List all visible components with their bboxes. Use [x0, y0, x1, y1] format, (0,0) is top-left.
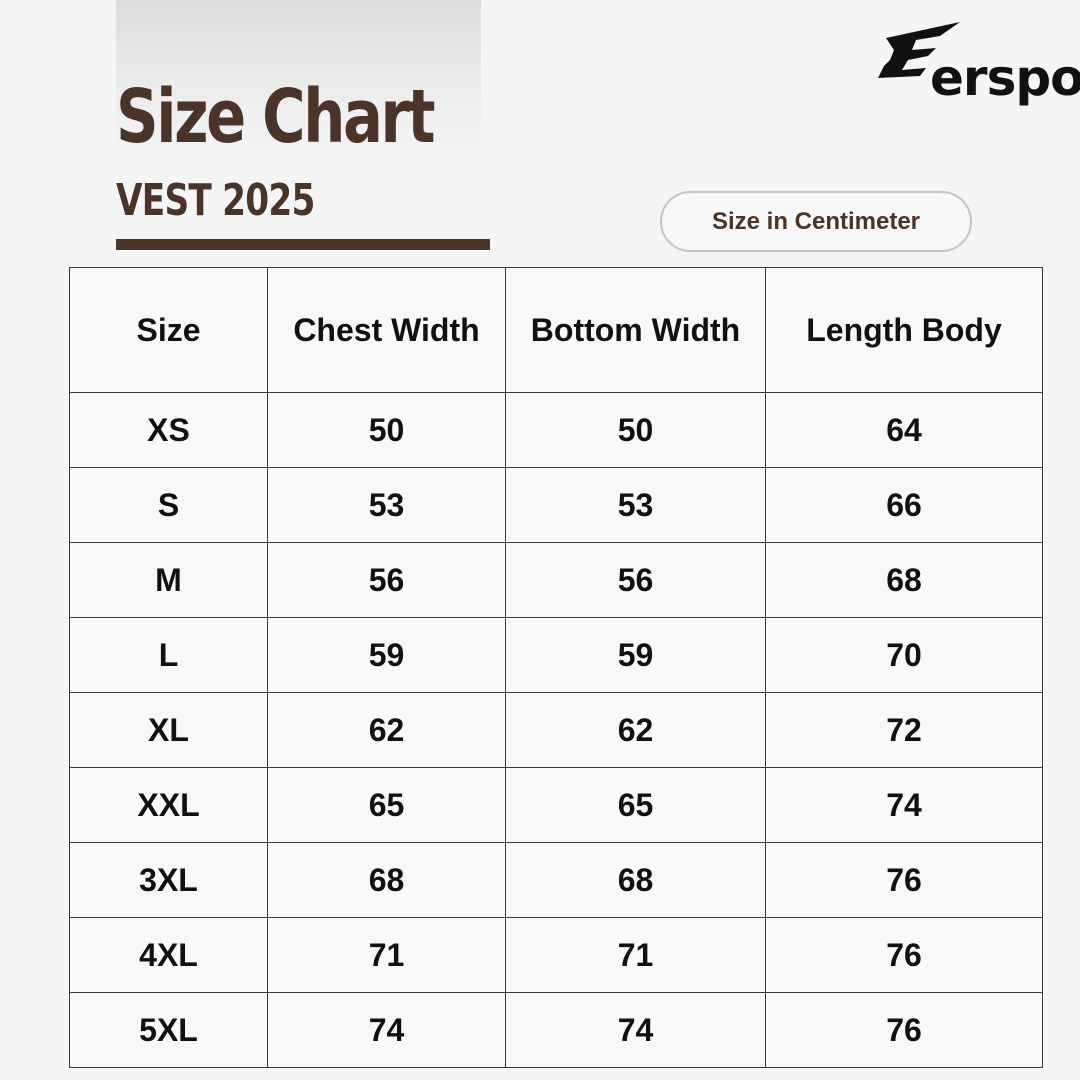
length-body-cell: 76	[765, 917, 1043, 993]
length-body-cell: 66	[765, 467, 1043, 543]
size-cell: M	[69, 542, 268, 618]
chest-width-cell: 74	[267, 992, 506, 1068]
table-row: 5XL 74 74 76	[69, 992, 1043, 1068]
length-body-cell: 74	[765, 767, 1043, 843]
unit-badge-label: Size in Centimeter	[711, 207, 921, 235]
title-background	[116, 0, 481, 160]
table-row: XL 62 62 72	[69, 692, 1043, 768]
erspo-wing-logo-icon	[878, 22, 960, 78]
bottom-width-cell: 65	[505, 767, 766, 843]
table-header-row: Size Chest Width Bottom Width Length Bod…	[69, 267, 1043, 393]
bottom-width-cell: 56	[505, 542, 766, 618]
chest-width-cell: 62	[267, 692, 506, 768]
chest-width-cell: 71	[267, 917, 506, 993]
table-row: S 53 53 66	[69, 467, 1043, 543]
bottom-width-cell: 74	[505, 992, 766, 1068]
length-body-cell: 64	[765, 392, 1043, 468]
bottom-width-cell: 62	[505, 692, 766, 768]
chest-width-cell: 53	[267, 467, 506, 543]
size-cell: S	[69, 467, 268, 543]
column-header-length-body: Length Body	[765, 267, 1043, 393]
column-header-bottom-width: Bottom Width	[505, 267, 766, 393]
title-underline	[116, 239, 490, 250]
size-cell: 3XL	[69, 842, 268, 918]
length-body-cell: 76	[765, 842, 1043, 918]
chest-width-cell: 65	[267, 767, 506, 843]
length-body-cell: 72	[765, 692, 1043, 768]
table-row: 3XL 68 68 76	[69, 842, 1043, 918]
unit-badge: Size in Centimeter	[660, 191, 972, 252]
table-row: XS 50 50 64	[69, 392, 1043, 468]
page-title: Size Chart	[116, 74, 436, 160]
length-body-cell: 68	[765, 542, 1043, 618]
table-row: M 56 56 68	[69, 542, 1043, 618]
table-row: 4XL 71 71 76	[69, 917, 1043, 993]
page-subtitle: VEST 2025	[116, 175, 315, 226]
bottom-width-cell: 71	[505, 917, 766, 993]
length-body-cell: 70	[765, 617, 1043, 693]
size-cell: XL	[69, 692, 268, 768]
size-cell: 4XL	[69, 917, 268, 993]
length-body-cell: 76	[765, 992, 1043, 1068]
table-row: XXL 65 65 74	[69, 767, 1043, 843]
bottom-width-cell: 59	[505, 617, 766, 693]
bottom-width-cell: 68	[505, 842, 766, 918]
bottom-width-cell: 50	[505, 392, 766, 468]
bottom-width-cell: 53	[505, 467, 766, 543]
chest-width-cell: 59	[267, 617, 506, 693]
size-cell: 5XL	[69, 992, 268, 1068]
table-row: L 59 59 70	[69, 617, 1043, 693]
chest-width-cell: 50	[267, 392, 506, 468]
column-header-chest-width: Chest Width	[267, 267, 506, 393]
size-table: Size Chest Width Bottom Width Length Bod…	[69, 267, 1043, 1068]
chest-width-cell: 68	[267, 842, 506, 918]
size-cell: XXL	[69, 767, 268, 843]
chest-width-cell: 56	[267, 542, 506, 618]
column-header-size: Size	[69, 267, 268, 393]
size-cell: L	[69, 617, 268, 693]
size-cell: XS	[69, 392, 268, 468]
brand-wordmark: erspo	[930, 49, 1080, 107]
